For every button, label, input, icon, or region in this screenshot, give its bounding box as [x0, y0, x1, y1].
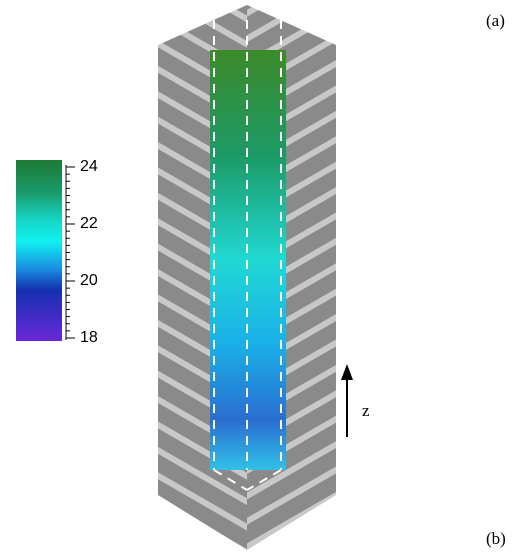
tick-label: 24	[80, 158, 98, 175]
panel-label: (b)	[486, 529, 506, 548]
z-arrow	[341, 364, 353, 437]
figure: 18 20 22 24 z (a) (b)	[0, 0, 529, 556]
colorbar-gradient	[16, 160, 62, 341]
column	[158, 5, 336, 550]
tick-label: 20	[80, 272, 98, 289]
tick-label: 18	[80, 329, 98, 346]
colorbar: 18 20 22 24	[16, 158, 98, 346]
tick-label: 22	[80, 215, 98, 232]
axis-label: z	[362, 401, 370, 420]
panel-label: (a)	[486, 11, 505, 30]
